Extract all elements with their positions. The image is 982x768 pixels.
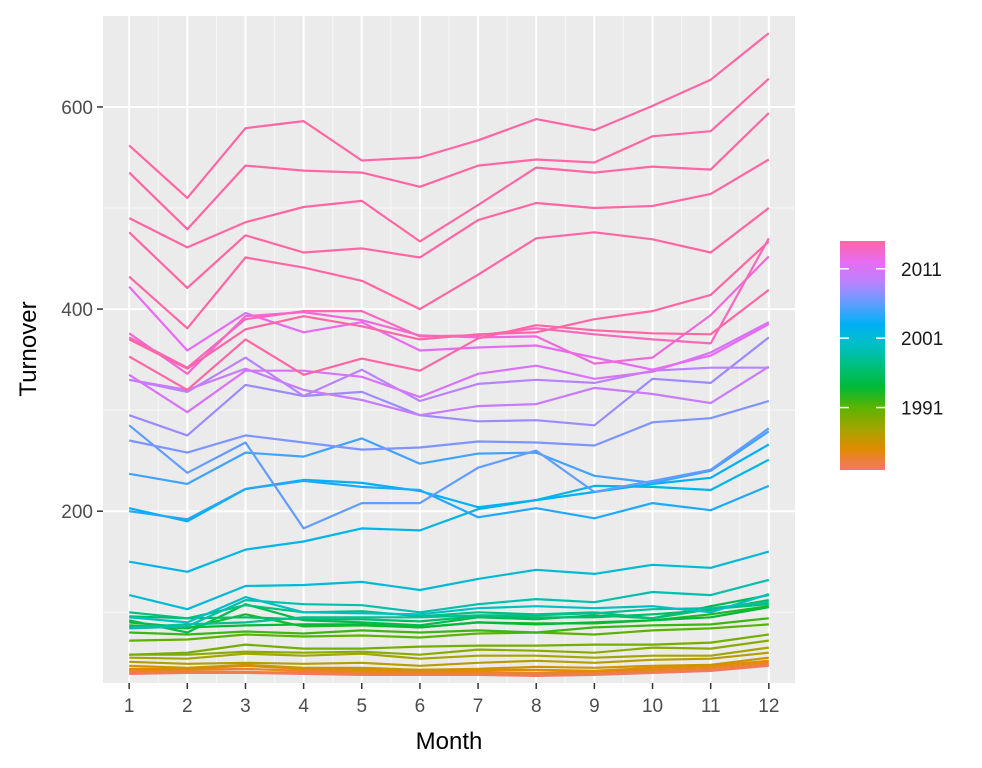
series-line	[128, 336, 770, 437]
y-axis-title: Turnover	[15, 301, 42, 396]
series-line	[129, 617, 769, 636]
legend-colorbar: 1991 2001 2011	[840, 241, 943, 470]
legend-label: 2001	[901, 329, 943, 350]
series-line	[129, 593, 770, 624]
series-line	[129, 601, 769, 629]
series-line	[128, 286, 770, 371]
x-tick-label: 4	[298, 696, 309, 717]
x-tick-label: 10	[642, 696, 663, 717]
series-line	[129, 599, 769, 623]
grid-major	[103, 16, 795, 683]
series-line	[129, 656, 769, 672]
series-line	[128, 158, 770, 289]
series-line	[129, 458, 770, 573]
series-line	[128, 356, 769, 403]
x-tick-label: 11	[701, 696, 721, 717]
x-tick-label: 9	[589, 696, 600, 717]
x-tick-label: 1	[124, 696, 135, 717]
x-tick-label: 8	[531, 696, 542, 717]
series-line	[129, 623, 769, 642]
legend-label: 2011	[901, 260, 942, 281]
y-tick-label: 400	[61, 300, 93, 321]
series-line	[128, 207, 770, 330]
series-line	[128, 112, 770, 249]
x-axis-title: Month	[416, 728, 483, 755]
series-line	[129, 603, 769, 620]
x-tick-label: 6	[415, 696, 426, 717]
series-line	[128, 240, 770, 370]
series-line	[129, 606, 769, 629]
legend-ticks: 1991 2001 2011	[840, 260, 943, 420]
colorbar	[840, 241, 885, 470]
x-tick-label: 7	[473, 696, 484, 717]
series-line	[129, 661, 769, 675]
series-line	[129, 430, 770, 485]
series-line	[129, 646, 769, 660]
x-tick-label: 2	[182, 696, 193, 717]
series-line	[129, 651, 769, 667]
y-tick-label: 600	[61, 98, 93, 119]
series-line	[128, 321, 770, 414]
x-tick-label: 12	[758, 696, 779, 717]
series-line	[128, 399, 770, 454]
x-tick-label: 5	[356, 696, 367, 717]
series-line	[128, 550, 770, 611]
series-line	[129, 639, 769, 656]
x-axis: 1 2 3 4 5 6 7 8 9 10 11 12	[124, 683, 779, 717]
y-tick-label: 200	[61, 502, 93, 523]
legend-label: 1991	[901, 399, 943, 420]
series-line	[129, 578, 770, 630]
series-line	[129, 633, 769, 656]
series-lines	[128, 32, 770, 678]
grid-minor	[103, 16, 795, 683]
series-line	[128, 77, 770, 231]
series-line	[129, 663, 769, 677]
series-line	[129, 479, 770, 521]
x-tick-label: 3	[240, 696, 251, 717]
series-line	[128, 424, 770, 530]
y-axis: 200 400 600	[61, 98, 103, 523]
series-line	[128, 289, 770, 391]
series-line	[129, 365, 770, 417]
series-line	[128, 32, 770, 199]
